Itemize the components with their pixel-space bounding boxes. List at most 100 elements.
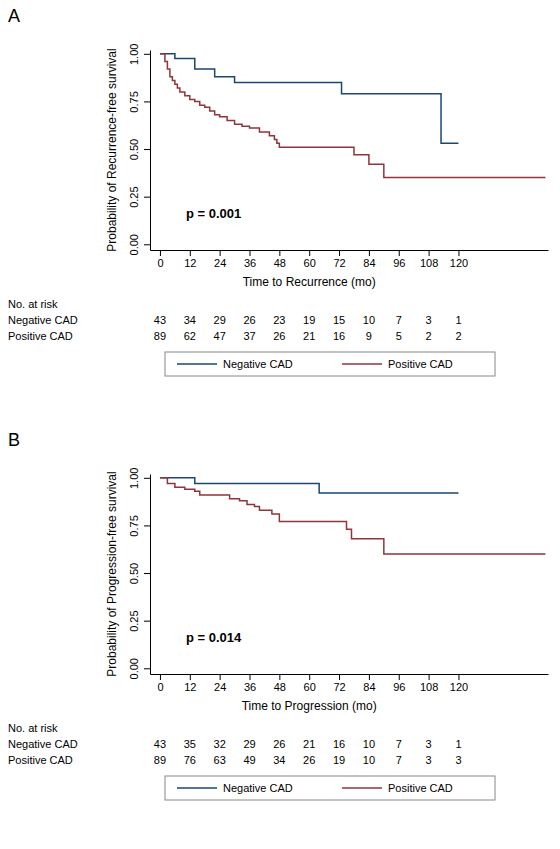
y-tick-mark (144, 149, 150, 150)
y-tick-mark (144, 573, 150, 574)
y-tick: 1.00 (128, 468, 150, 489)
legend-label: Negative CAD (223, 782, 293, 794)
legend-swatch (342, 363, 382, 365)
risk-value: 26 (273, 330, 285, 342)
plot-area (160, 54, 546, 178)
x-axis: 01224364860728496108120 (151, 250, 549, 269)
x-tick-label: 24 (214, 257, 226, 269)
risk-value: 47 (214, 330, 226, 342)
x-tick-mark (458, 250, 459, 256)
x-tick-label: 108 (420, 257, 438, 269)
risk-value: 43 (154, 738, 166, 750)
legend-label: Positive CAD (388, 782, 453, 794)
risk-value: 9 (366, 330, 372, 342)
risk-value: 29 (243, 738, 255, 750)
panel-title: B (8, 430, 20, 450)
x-tick-mark (369, 674, 370, 680)
x-tick: 48 (274, 250, 286, 269)
x-tick: 12 (184, 250, 196, 269)
y-tick-label: 0.00 (128, 234, 140, 255)
survival-line (160, 54, 459, 144)
risk-table: No. at riskNegative CAD43353229262116107… (8, 722, 462, 766)
x-tick: 0 (157, 674, 163, 693)
risk-value: 62 (184, 330, 196, 342)
y-tick: 0.50 (128, 139, 150, 160)
x-tick-mark (190, 250, 191, 256)
x-tick: 72 (333, 250, 345, 269)
risk-value: 89 (154, 754, 166, 766)
x-tick-mark (429, 674, 430, 680)
legend: Negative CADPositive CAD (165, 352, 495, 376)
panel: A012243648607284961081200.000.250.500.75… (8, 6, 549, 376)
legend-label: Negative CAD (223, 358, 293, 370)
risk-value: 7 (396, 754, 402, 766)
x-tick-mark (399, 250, 400, 256)
x-tick: 96 (393, 250, 405, 269)
x-tick-mark (160, 674, 161, 680)
y-tick-label: 1.00 (128, 44, 140, 65)
risk-value: 89 (154, 330, 166, 342)
risk-value: 3 (426, 314, 432, 326)
x-tick: 96 (393, 674, 405, 693)
y-tick-mark (144, 197, 150, 198)
x-tick-label: 72 (333, 257, 345, 269)
x-tick-label: 72 (333, 681, 345, 693)
x-tick-mark (279, 674, 280, 680)
risk-value: 3 (455, 754, 461, 766)
risk-value: 7 (396, 314, 402, 326)
risk-row-name: Positive CAD (8, 330, 73, 342)
risk-value: 10 (363, 314, 375, 326)
x-tick-label: 120 (450, 681, 468, 693)
x-tick-label: 96 (393, 257, 405, 269)
legend-box (165, 352, 495, 376)
x-tick-mark (220, 250, 221, 256)
x-tick-label: 48 (274, 681, 286, 693)
x-tick-label: 0 (157, 257, 163, 269)
y-axis: 0.000.250.500.751.00 (128, 468, 151, 680)
risk-value: 23 (273, 314, 285, 326)
risk-value: 63 (214, 754, 226, 766)
y-tick: 1.00 (128, 44, 150, 65)
y-tick-label: 1.00 (128, 468, 140, 489)
y-tick: 0.00 (128, 658, 150, 679)
y-tick-label: 0.75 (128, 515, 140, 536)
y-axis-line (150, 51, 151, 251)
x-axis-line (151, 250, 549, 251)
risk-table-title: No. at risk (8, 298, 58, 310)
chart-svg: A012243648607284961081200.000.250.500.75… (0, 0, 560, 849)
x-tick: 12 (184, 674, 196, 693)
legend-swatch (177, 363, 217, 365)
x-tick: 0 (157, 250, 163, 269)
panel: B012243648607284961081200.000.250.500.75… (8, 430, 549, 800)
x-tick: 120 (450, 674, 468, 693)
risk-value: 15 (333, 314, 345, 326)
x-axis-line (151, 674, 549, 675)
x-tick-mark (160, 250, 161, 256)
survival-line (160, 478, 546, 554)
x-tick: 108 (420, 250, 438, 269)
x-tick: 36 (244, 250, 256, 269)
risk-value: 21 (303, 738, 315, 750)
x-tick: 120 (450, 250, 468, 269)
x-tick-mark (220, 674, 221, 680)
y-axis-title: Probability of Recurrence-free survival (105, 48, 119, 251)
risk-value: 26 (303, 754, 315, 766)
risk-value: 2 (426, 330, 432, 342)
risk-value: 3 (426, 754, 432, 766)
risk-value: 19 (303, 314, 315, 326)
y-tick: 0.50 (128, 563, 150, 584)
y-tick: 0.00 (128, 234, 150, 255)
risk-value: 21 (303, 330, 315, 342)
x-tick-mark (309, 250, 310, 256)
risk-value: 1 (455, 738, 461, 750)
x-tick-mark (339, 250, 340, 256)
x-tick-label: 36 (244, 681, 256, 693)
y-tick-label: 0.25 (128, 186, 140, 207)
x-tick: 84 (363, 674, 375, 693)
risk-value: 10 (363, 738, 375, 750)
survival-line (160, 478, 459, 493)
x-tick-label: 12 (184, 681, 196, 693)
p-value: p = 0.001 (186, 206, 241, 221)
y-tick-mark (144, 244, 150, 245)
x-tick: 72 (333, 674, 345, 693)
